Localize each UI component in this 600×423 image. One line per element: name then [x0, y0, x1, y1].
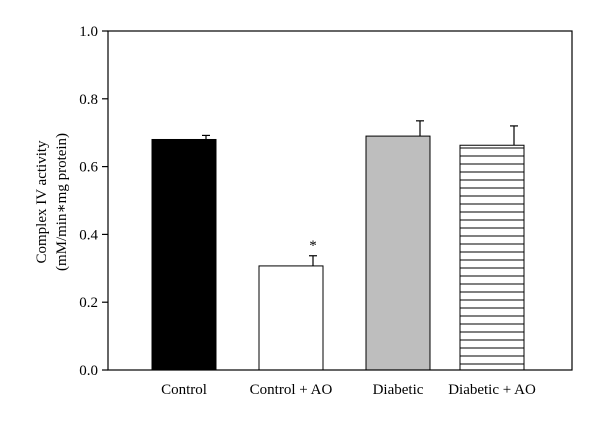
x-tick-label-control: Control [161, 382, 207, 398]
x-tick-label-diabetic: Diabetic [373, 382, 424, 398]
y-axis-label-line-2: (mM/min∗mg protein) [54, 133, 70, 271]
bar-control [151, 138, 217, 371]
y-tick-label-0: 0.0 [79, 363, 98, 379]
plot-area: Control Control + AO Diabetic Diabetic + AO… [79, 24, 573, 398]
y-tick-label-5: 1.0 [79, 24, 98, 40]
y-axis-label: Complex IV activity (mM/min∗mg protein) [34, 133, 70, 271]
significance-marker-control-ao: * [309, 238, 317, 254]
plot-frame [107, 30, 573, 371]
y-tick-label-1: 0.2 [79, 295, 98, 311]
bar-diabetic-ao [459, 144, 525, 371]
y-tick-label-4: 0.8 [79, 92, 98, 108]
x-tick-label-control-ao: Control + AO [250, 382, 333, 398]
y-tick-label-2: 0.4 [79, 227, 98, 243]
y-tick-label-3: 0.6 [79, 160, 98, 176]
y-axis-label-line-1: Complex IV activity [34, 140, 50, 264]
x-tick-label-diabetic-ao: Diabetic + AO [448, 382, 536, 398]
bar-diabetic [365, 135, 431, 371]
bar-control-ao [258, 265, 324, 371]
